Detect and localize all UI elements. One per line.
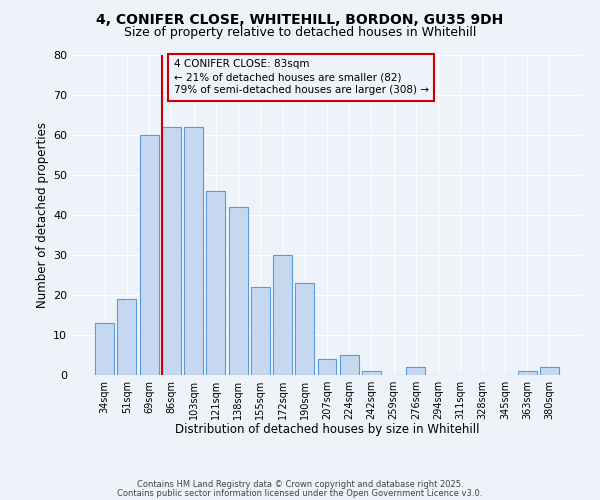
Bar xyxy=(295,283,314,375)
Bar xyxy=(251,287,270,375)
Bar xyxy=(362,371,381,375)
Text: 4 CONIFER CLOSE: 83sqm
← 21% of detached houses are smaller (82)
79% of semi-det: 4 CONIFER CLOSE: 83sqm ← 21% of detached… xyxy=(173,59,428,96)
Bar xyxy=(406,367,425,375)
Text: Contains HM Land Registry data © Crown copyright and database right 2025.: Contains HM Land Registry data © Crown c… xyxy=(137,480,463,489)
Bar xyxy=(540,367,559,375)
Text: Contains public sector information licensed under the Open Government Licence v3: Contains public sector information licen… xyxy=(118,488,482,498)
Bar xyxy=(317,359,337,375)
Bar xyxy=(162,127,181,375)
Text: Size of property relative to detached houses in Whitehill: Size of property relative to detached ho… xyxy=(124,26,476,39)
Bar xyxy=(273,255,292,375)
Bar xyxy=(140,135,158,375)
Bar xyxy=(118,299,136,375)
Bar xyxy=(340,355,359,375)
Bar xyxy=(518,371,536,375)
Y-axis label: Number of detached properties: Number of detached properties xyxy=(36,122,49,308)
Bar xyxy=(184,127,203,375)
Bar xyxy=(229,207,248,375)
Text: 4, CONIFER CLOSE, WHITEHILL, BORDON, GU35 9DH: 4, CONIFER CLOSE, WHITEHILL, BORDON, GU3… xyxy=(97,12,503,26)
X-axis label: Distribution of detached houses by size in Whitehill: Distribution of detached houses by size … xyxy=(175,424,479,436)
Bar xyxy=(206,191,225,375)
Bar xyxy=(95,323,114,375)
